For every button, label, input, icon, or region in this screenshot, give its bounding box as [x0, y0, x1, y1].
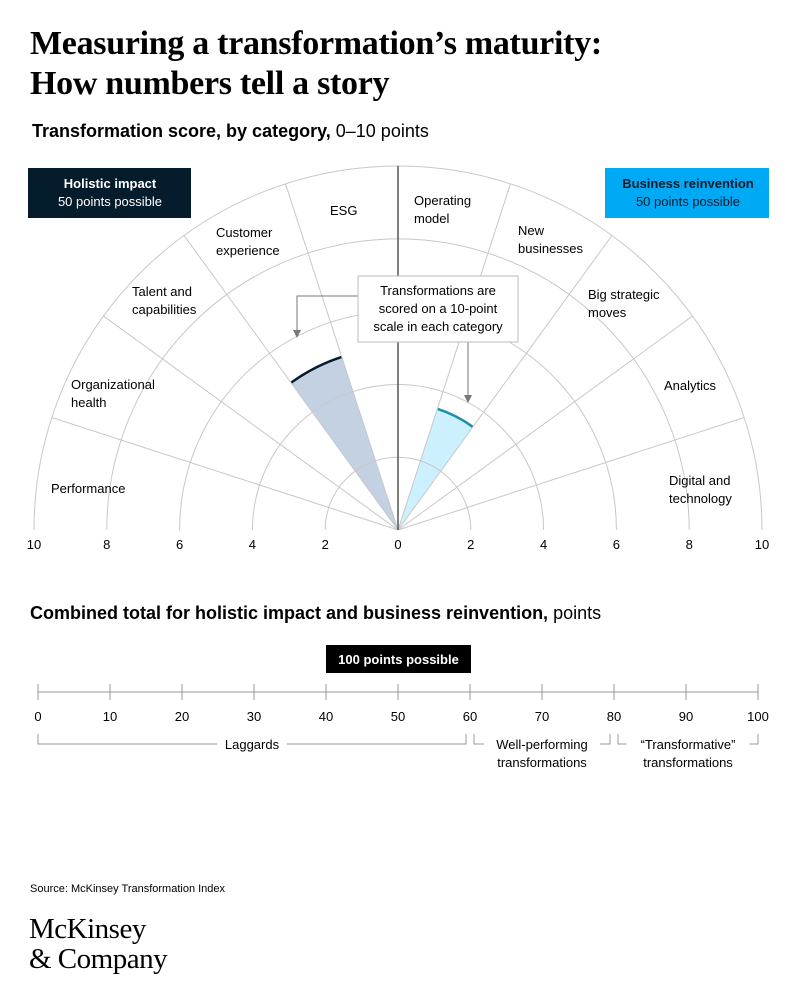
- scale-tick-label: 0: [34, 709, 41, 724]
- spoke-right-2: [397, 235, 613, 531]
- axis-tick-label: 8: [103, 537, 110, 552]
- spoke-right-3: [397, 315, 693, 531]
- logo-line-2: & Company: [29, 943, 168, 975]
- chart-title-line-1: Measuring a transformation’s maturity:: [30, 25, 602, 62]
- category-label-right: Analytics: [664, 378, 717, 393]
- scale-tick-label: 40: [319, 709, 333, 724]
- callout-arrow-left: [293, 330, 301, 338]
- axis-tick-label: 4: [540, 537, 547, 552]
- logo-line-1: McKinsey: [29, 913, 146, 945]
- scale-tick-label: 80: [607, 709, 621, 724]
- callout-arrow-right: [464, 395, 472, 403]
- category-label-right: Digital and: [669, 473, 730, 488]
- category-label-right: businesses: [518, 241, 584, 256]
- legend-box-holistic: [28, 168, 191, 218]
- score-wedge-right: [398, 408, 473, 530]
- axis-tick-label: 2: [467, 537, 474, 552]
- callout-text: Transformations are: [380, 283, 496, 298]
- category-label-right: Operating: [414, 193, 471, 208]
- scale-tick-label: 50: [391, 709, 405, 724]
- axis-tick-label: 6: [613, 537, 620, 552]
- band-label: “Transformative”: [641, 737, 736, 752]
- scale-subtitle-unit: points: [548, 603, 602, 623]
- legend-label-reinvention: Business reinvention: [622, 176, 754, 191]
- category-label-left: capabilities: [132, 302, 197, 317]
- spoke-left-2: [103, 315, 399, 531]
- band-bracket: [37, 734, 467, 745]
- spoke-left-3: [183, 235, 399, 531]
- scale-tick-label: 20: [175, 709, 189, 724]
- category-label-left: health: [71, 395, 106, 410]
- radar-subtitle-bold: Transformation score, by category,: [32, 121, 331, 141]
- scale-tick-label: 70: [535, 709, 549, 724]
- axis-tick-label: 10: [27, 537, 41, 552]
- band-label: Laggards: [225, 737, 280, 752]
- spoke-left-1: [51, 417, 399, 531]
- scale-subtitle: Combined total for holistic impact and b…: [30, 603, 601, 624]
- category-label-left: Customer: [216, 225, 273, 240]
- score-wedge-left: [291, 356, 398, 530]
- scale-tick-label: 100: [747, 709, 769, 724]
- spoke-right-4: [397, 417, 745, 531]
- callout-text: scored on a 10-point: [379, 301, 498, 316]
- category-label-right: technology: [669, 491, 732, 506]
- badge-label: 100 points possible: [338, 652, 459, 667]
- scale-tick-label: 90: [679, 709, 693, 724]
- category-label-right: Big strategic: [588, 287, 660, 302]
- band-bracket: [617, 734, 759, 745]
- callout-leader-left: [296, 295, 358, 334]
- badge-box: [326, 645, 471, 673]
- scale-subtitle-bold: Combined total for holistic impact and b…: [30, 603, 549, 623]
- legend-sublabel-reinvention: 50 points possible: [636, 194, 740, 209]
- score-arc-left: [290, 355, 343, 384]
- band-label: transformations: [643, 755, 733, 770]
- score-arc-right: [436, 407, 474, 428]
- category-label-left: Organizational: [71, 377, 155, 392]
- category-label-right: moves: [588, 305, 627, 320]
- chart-title-line-2: How numbers tell a story: [30, 65, 390, 102]
- callout-box: [357, 275, 519, 343]
- category-label-left: ESG: [330, 203, 357, 218]
- scale-tick-label: 60: [463, 709, 477, 724]
- legend-box-reinvention: [605, 168, 769, 218]
- axis-tick-label: 0: [394, 537, 401, 552]
- chart-title: Measuring a transformation’s maturity: H…: [30, 24, 770, 104]
- axis-tick-label: 8: [686, 537, 693, 552]
- source-note: Source: McKinsey Transformation Index: [30, 883, 226, 895]
- axis-tick-label: 4: [249, 537, 256, 552]
- axis-tick-label: 10: [755, 537, 769, 552]
- category-label-right: model: [414, 211, 450, 226]
- category-label-left: Performance: [51, 481, 125, 496]
- axis-tick-label: 2: [322, 537, 329, 552]
- category-label-right: New: [518, 223, 545, 238]
- scale-tick-label: 30: [247, 709, 261, 724]
- spoke-right-1: [397, 183, 511, 531]
- legend-label-holistic: Holistic impact: [64, 176, 157, 191]
- spoke-left-4: [285, 183, 399, 531]
- category-label-left: experience: [216, 243, 280, 258]
- category-label-left: Talent and: [132, 284, 192, 299]
- legend-sublabel-holistic: 50 points possible: [58, 194, 162, 209]
- scale-tick-label: 10: [103, 709, 117, 724]
- axis-tick-label: 6: [176, 537, 183, 552]
- radar-subtitle: Transformation score, by category, 0–10 …: [32, 121, 429, 142]
- radar-chart: Performance Organizational health Talent an…: [27, 165, 769, 552]
- callout-text: scale in each category: [373, 319, 503, 334]
- band-bracket: [473, 734, 611, 745]
- scale-chart: 100 points possible 0 10 20 30 40 50 60 70 80 90 10…: [34, 645, 769, 770]
- band-label: transformations: [497, 755, 587, 770]
- mckinsey-logo: McKinsey & Company: [29, 913, 168, 975]
- band-label: Well-performing: [496, 737, 588, 752]
- radar-subtitle-unit: 0–10 points: [330, 121, 429, 141]
